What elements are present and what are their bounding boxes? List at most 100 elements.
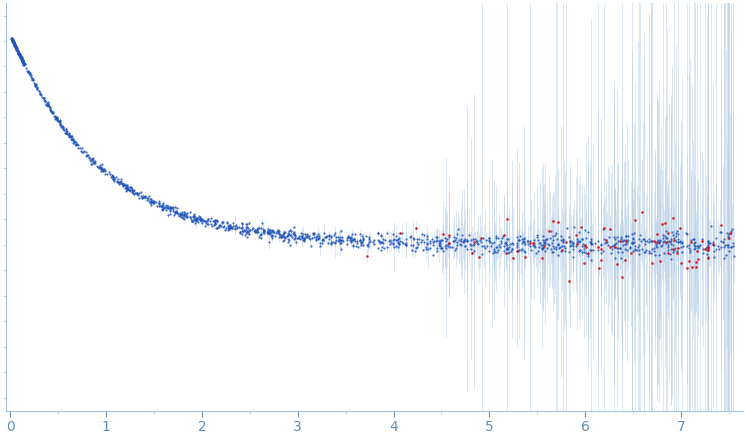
Point [125, 184, 137, 191]
Point [93, 163, 104, 170]
Point [682, 242, 694, 249]
Point [275, 233, 287, 240]
Point [555, 232, 567, 239]
Point [461, 236, 473, 243]
Point [288, 231, 300, 238]
Point [691, 243, 703, 250]
Point [622, 232, 634, 239]
Point [518, 239, 530, 246]
Point [421, 246, 433, 253]
Point [119, 181, 131, 188]
Point [10, 44, 22, 51]
Point [378, 244, 390, 251]
Point [283, 228, 295, 235]
Point [9, 41, 21, 48]
Point [188, 212, 200, 219]
Point [527, 239, 539, 246]
Point [719, 242, 731, 249]
Point [668, 236, 680, 243]
Point [95, 162, 107, 169]
Point [702, 244, 714, 251]
Point [388, 235, 400, 242]
Point [264, 227, 276, 234]
Point [144, 199, 156, 206]
Point [465, 237, 477, 244]
Point [327, 239, 339, 246]
Point [179, 211, 191, 218]
Point [156, 203, 168, 210]
Point [373, 238, 385, 245]
Point [124, 187, 136, 194]
Point [162, 203, 174, 210]
Point [466, 242, 477, 249]
Point [354, 237, 366, 244]
Point [49, 113, 61, 120]
Point [85, 156, 97, 163]
Point [655, 243, 667, 250]
Point [702, 246, 714, 253]
Point [7, 39, 19, 46]
Point [672, 245, 684, 252]
Point [196, 219, 208, 226]
Point [511, 243, 523, 250]
Point [308, 234, 320, 241]
Point [9, 41, 21, 48]
Point [8, 41, 20, 48]
Point [187, 215, 199, 222]
Point [660, 239, 672, 246]
Point [627, 248, 639, 255]
Point [136, 194, 148, 201]
Point [289, 231, 301, 238]
Point [565, 242, 577, 249]
Point [570, 231, 582, 238]
Point [176, 210, 188, 217]
Point [8, 41, 20, 48]
Point [156, 203, 168, 210]
Point [10, 43, 22, 50]
Point [598, 235, 610, 242]
Point [7, 38, 19, 45]
Point [629, 243, 641, 250]
Point [653, 251, 665, 258]
Point [10, 44, 22, 51]
Point [113, 181, 125, 188]
Point [213, 222, 225, 229]
Point [381, 244, 393, 251]
Point [702, 254, 714, 261]
Point [609, 241, 621, 248]
Point [14, 53, 26, 60]
Point [15, 54, 27, 61]
Point [8, 41, 20, 48]
Point [240, 220, 252, 227]
Point [661, 239, 673, 246]
Point [171, 210, 183, 217]
Point [349, 238, 361, 245]
Point [391, 237, 403, 244]
Point [384, 236, 396, 243]
Point [462, 238, 474, 245]
Point [225, 225, 236, 232]
Point [703, 239, 715, 246]
Point [229, 225, 241, 232]
Point [63, 129, 75, 136]
Point [251, 227, 263, 234]
Point [125, 184, 137, 191]
Point [650, 251, 662, 258]
Point [263, 230, 275, 237]
Point [417, 246, 429, 253]
Point [187, 218, 199, 225]
Point [663, 238, 675, 245]
Point [74, 144, 86, 151]
Point [219, 227, 231, 234]
Point [491, 243, 503, 250]
Point [500, 239, 512, 246]
Point [7, 38, 19, 45]
Point [671, 247, 683, 254]
Point [639, 249, 651, 256]
Point [354, 238, 366, 245]
Point [122, 184, 134, 191]
Point [248, 227, 260, 234]
Point [153, 199, 165, 206]
Point [310, 233, 322, 240]
Point [24, 72, 36, 79]
